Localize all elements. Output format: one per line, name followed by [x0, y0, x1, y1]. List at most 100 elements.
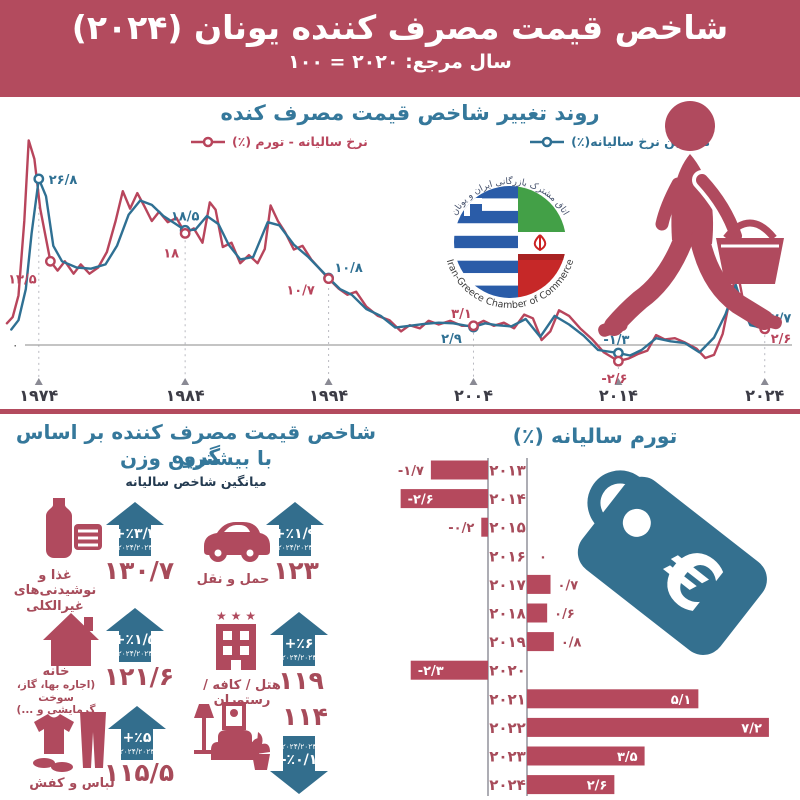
decade-tick-icon	[760, 378, 769, 385]
bar-value-label: -۰/۲	[448, 521, 474, 536]
iran-emblem	[533, 234, 547, 252]
inflation-bar	[527, 574, 551, 594]
change-percent: +٪۱/۹	[274, 526, 317, 542]
groups-section-title-line2: با بیشترین وزن	[119, 446, 273, 470]
bar-year-label: ۲۰۱۴	[489, 490, 526, 508]
decade-tick-icon	[614, 378, 623, 385]
page-subtitle: سال مرجع: ۲۰۲۰ = ۱۰۰	[288, 51, 512, 74]
group-label: خانه (اجاره بها، گاز، سوخت گرمایشی و ...)	[16, 664, 96, 717]
decade-tick-icon	[181, 378, 190, 385]
change-percent: +٪۵	[123, 730, 152, 746]
bar-value-label: ۵/۱	[671, 693, 692, 708]
group-label: حمل و نقل	[196, 572, 270, 587]
clothes-icon	[28, 706, 114, 778]
decade-tick-icon	[324, 378, 333, 385]
walking-shopper-icon	[598, 101, 784, 337]
bar-value-label: ۰/۸	[561, 636, 582, 651]
inflation-chart-title: تورم سالیانه (٪)	[512, 424, 678, 448]
change-arrow: +٪۱/۵ ۲۰۲۴/۲۰۲۳	[106, 608, 164, 670]
bar-year-label: ۲۰۲۳	[489, 748, 526, 766]
trend-series-line	[10, 177, 766, 357]
data-point-marker	[33, 173, 45, 185]
header: شاخص قیمت مصرف کننده یونان (۲۰۲۴) سال مر…	[0, 0, 800, 97]
trend-line-chart: ۱۹۷۴ ۱۹۸۴ ۱۹۹۴ ۲۰۰۴ ۲۰۱۴ ۲۰۲۴ ۰ ۲۶/۸ ۱۸/۵ ۱۰/۸ ۲/۹…	[5, 139, 792, 405]
group-label: لباس و کفش	[29, 776, 115, 791]
bar-year-label: ۲۰۱۶	[489, 547, 526, 565]
data-point-label: ۱۰/۷	[286, 284, 315, 299]
bar-value-label: ۰/۶	[554, 607, 575, 622]
bar-value-label: ۰/۷	[558, 578, 579, 593]
group-index-value: ۱۲۳	[273, 556, 319, 585]
bar-value-label: ۳/۵	[617, 750, 638, 765]
groups-section-subtitle: میانگین شاخص سالیانه	[125, 474, 267, 489]
change-period: ۲۰۲۴/۲۰۲۳	[120, 747, 155, 756]
bar-value-label: ۷/۲	[741, 721, 762, 736]
x-axis-year-label: ۲۰۱۴	[599, 386, 638, 405]
group-index-value: ۱۱۴	[282, 702, 328, 731]
inflation-bar	[410, 660, 488, 680]
data-point-label: ۱۰/۸	[334, 261, 363, 276]
inflation-bar	[527, 603, 548, 623]
house-icon	[42, 610, 100, 672]
blue-line-marker-icon	[530, 136, 565, 147]
data-point-label: ۲/۹	[441, 332, 462, 347]
section-divider	[0, 409, 800, 414]
group-index-value: ۱۳۰/۷	[103, 556, 175, 585]
change-arrow: +٪۱/۹ ۲۰۲۴/۲۰۲۳	[266, 502, 324, 564]
group-index-value: ۱۱۵/۵	[103, 758, 175, 787]
x-axis-year-label: ۱۹۹۴	[309, 386, 348, 405]
data-point-label: -۲/۶	[601, 372, 627, 387]
change-arrow: +٪۵ ۲۰۲۴/۲۰۲۳	[108, 706, 166, 768]
change-percent: +٪۱/۵	[114, 632, 157, 648]
x-axis-year-label: ۱۹۸۴	[166, 386, 205, 405]
legend-item-annual-inflation: نرخ سالیانه - تورم (٪)	[190, 134, 368, 149]
inflation-bar	[527, 689, 699, 709]
bar-value-label: ۲/۶	[587, 779, 608, 794]
svg-text:★ ★ ★: ★ ★ ★	[216, 609, 256, 623]
inflation-bar	[527, 746, 645, 766]
data-point-label: ۱۸/۵	[171, 209, 200, 224]
car-icon	[196, 510, 270, 570]
data-point-marker	[468, 320, 479, 332]
x-axis-year-label: ۲۰۲۴	[745, 386, 784, 405]
decade-tick-icon	[34, 378, 43, 385]
data-point-label: -۱/۳	[603, 333, 629, 348]
x-axis-year-label: ۲۰۰۴	[454, 386, 493, 405]
bar-value-label: -۱/۷	[398, 464, 424, 479]
bar-year-label: ۲۰۱۵	[489, 519, 526, 537]
basket-icon	[716, 238, 784, 284]
groups-section-title-line1: شاخص قیمت مصرف کننده بر اساس گروه	[15, 420, 377, 468]
change-period: ۲۰۲۴/۲۰۲۳	[278, 543, 313, 552]
data-point-label: ۲/۶	[771, 332, 792, 347]
trend-chart-title: روند تغییر شاخص قیمت مصرف کنده	[220, 101, 600, 125]
bar-value-label: ۰	[539, 550, 547, 565]
inflation-bar	[527, 632, 554, 652]
legend-label: نرخ سالیانه - تورم (٪)	[232, 134, 368, 149]
data-point-marker	[612, 355, 624, 367]
change-percent: -٪۰/۱	[281, 752, 318, 768]
data-point-label: ۳/۱	[451, 307, 472, 322]
bar-year-label: ۲۰۱۹	[489, 633, 526, 651]
change-arrow: +٪۶ ۲۰۲۴/۲۰۲۳	[270, 612, 328, 674]
decade-tick-icon	[469, 378, 478, 385]
euro-price-tag-icon: €	[577, 470, 767, 655]
bar-value-label: -۲/۶	[408, 493, 434, 508]
page-title: شاخص قیمت مصرف کننده یونان (۲۰۲۴)	[71, 8, 729, 47]
data-point-label: ۱۸	[163, 246, 179, 261]
bar-year-label: ۲۰۱۸	[489, 605, 526, 623]
bar-value-label: -۲/۳	[418, 664, 444, 679]
x-axis-year-label: ۱۹۷۴	[19, 386, 58, 405]
change-arrow: +٪۳/۴ ۲۰۲۴/۲۰۲۳	[106, 502, 164, 564]
inflation-bar	[527, 775, 615, 795]
data-point-marker	[179, 227, 191, 239]
bar-year-label: ۲۰۲۴	[489, 776, 526, 794]
inflation-bar-chart: ۲۰۱۳ -۱/۷ ۲۰۱۴ -۲/۶ ۲۰۱۵ -۰/۲ ۲۰۱۶ ۰ ۲۰۱۷ ۰/۷ ۲۰۱۸…	[398, 458, 769, 796]
change-period: ۲۰۲۴/۲۰۲۳	[282, 742, 317, 751]
group-label: غذا و نوشیدنی‌های غیرالکلی	[13, 568, 97, 614]
